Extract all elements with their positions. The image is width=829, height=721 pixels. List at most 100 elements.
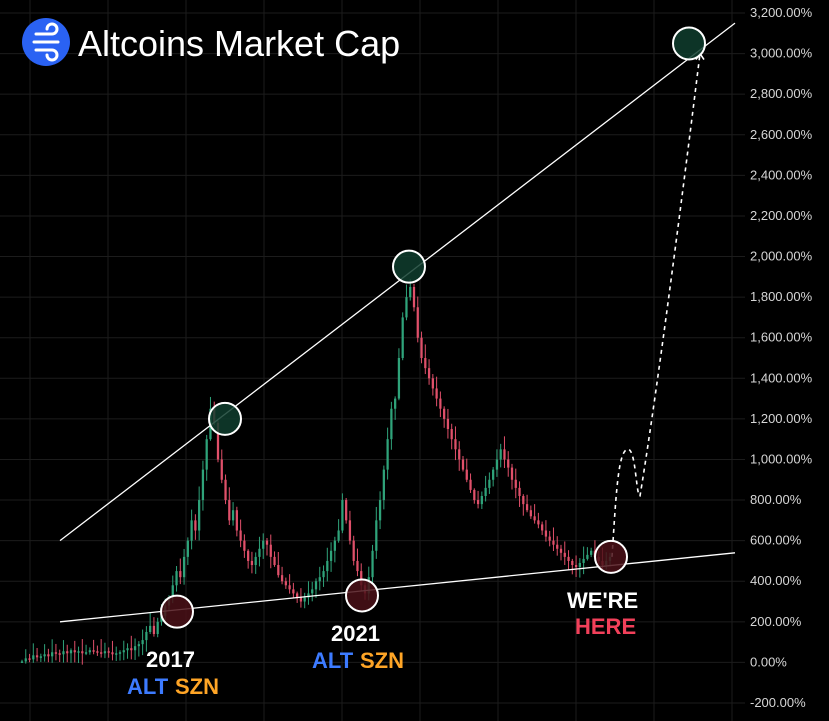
page-title: Altcoins Market Cap <box>78 23 400 64</box>
y-tick-label: 600.00% <box>750 533 802 548</box>
candle-body <box>231 510 235 521</box>
candle-body <box>254 556 257 565</box>
candle-body <box>322 571 325 578</box>
candle-body <box>198 500 201 531</box>
candle-body <box>469 479 472 490</box>
candle-body <box>273 556 276 565</box>
candle-body <box>360 571 363 586</box>
annotation-here: HERE <box>575 614 636 639</box>
low-marker <box>345 578 379 613</box>
candle-body <box>152 625 156 634</box>
y-tick-label: 200.00% <box>750 614 802 629</box>
candle-body <box>446 418 450 430</box>
y-tick-label: 3,000.00% <box>750 46 813 61</box>
candle-body <box>439 398 442 409</box>
annotation-2017-alt: ALT <box>127 674 169 699</box>
candle-body <box>284 581 287 586</box>
candle-body <box>126 648 129 651</box>
candle-body <box>537 520 540 525</box>
candle-body <box>156 621 159 634</box>
annotation-2021-year: 2021 <box>331 621 380 646</box>
candle-body <box>412 286 416 308</box>
candle-body <box>43 654 46 657</box>
candle-body <box>137 644 140 647</box>
y-tick-label: 2,400.00% <box>750 167 813 182</box>
candle-body <box>58 653 61 655</box>
candle-body <box>220 459 223 480</box>
candle-body <box>488 479 491 488</box>
candle-body <box>329 550 333 561</box>
candle-body <box>371 550 374 578</box>
y-tick-label: 400.00% <box>750 573 802 588</box>
candle-body <box>100 652 103 654</box>
candle-body <box>258 548 261 557</box>
candle-body <box>149 625 152 632</box>
candle-body <box>84 652 88 654</box>
candle-body <box>461 459 465 470</box>
candle-body <box>563 552 566 557</box>
candle-body <box>115 653 118 655</box>
candle-body <box>476 500 480 505</box>
candle-body <box>54 652 58 654</box>
wind-lines-icon-glyph <box>32 22 60 62</box>
candle-body <box>578 562 581 568</box>
candle-body <box>69 650 73 654</box>
candle-body <box>288 585 291 590</box>
candle-body <box>424 358 427 369</box>
candle-body <box>499 449 502 460</box>
candle-body <box>235 510 238 531</box>
candle-body <box>224 479 227 501</box>
candle-body <box>216 422 220 460</box>
candle-body <box>326 560 329 572</box>
candle-body <box>296 593 299 598</box>
candle-body <box>47 654 50 657</box>
candle-body <box>345 500 348 521</box>
candle-body <box>405 297 408 318</box>
candle-body <box>492 469 495 480</box>
candle-body <box>32 655 35 660</box>
y-tick-label: 2,600.00% <box>750 127 813 142</box>
candle-body <box>28 658 31 660</box>
candle-body <box>333 540 336 551</box>
annotation-were: WE'RE <box>567 588 638 613</box>
y-tick-label: 1,200.00% <box>750 411 813 426</box>
y-tick-label: 1,800.00% <box>750 289 813 304</box>
candle-body <box>341 500 344 531</box>
candle-body <box>352 540 355 561</box>
candle-body <box>311 589 314 594</box>
candle-body <box>280 575 284 582</box>
candle-body <box>107 651 110 653</box>
candle-body <box>318 577 321 582</box>
candle-body <box>435 388 438 399</box>
candle-body <box>495 459 499 470</box>
candle-body <box>175 571 178 586</box>
candle-body <box>427 368 431 379</box>
candle-body <box>77 651 80 653</box>
candle-body <box>292 589 295 594</box>
y-tick-label: -200.00% <box>750 695 806 710</box>
candle-body <box>201 469 205 501</box>
candle-body <box>348 520 352 541</box>
candle-body <box>507 459 510 468</box>
candle-body <box>20 661 24 663</box>
candle-body <box>250 560 254 565</box>
candle-body <box>544 530 548 537</box>
candle-body <box>96 651 99 653</box>
candle-body <box>269 544 272 557</box>
candle-body <box>586 554 589 559</box>
candle-body <box>130 648 133 651</box>
candle-body <box>92 650 95 652</box>
annotation-2021: 2021 ALT SZN <box>312 621 404 673</box>
candle-body <box>303 597 306 602</box>
candle-body <box>122 650 125 653</box>
candle-body <box>228 500 231 521</box>
candle-body <box>66 651 69 654</box>
y-tick-label: 0.00% <box>750 654 787 669</box>
y-tick-label: 2,000.00% <box>750 249 813 264</box>
candle-body <box>480 496 483 505</box>
annotation-2017-year: 2017 <box>146 647 195 672</box>
candle-body <box>356 560 359 572</box>
candle-body <box>375 520 378 551</box>
